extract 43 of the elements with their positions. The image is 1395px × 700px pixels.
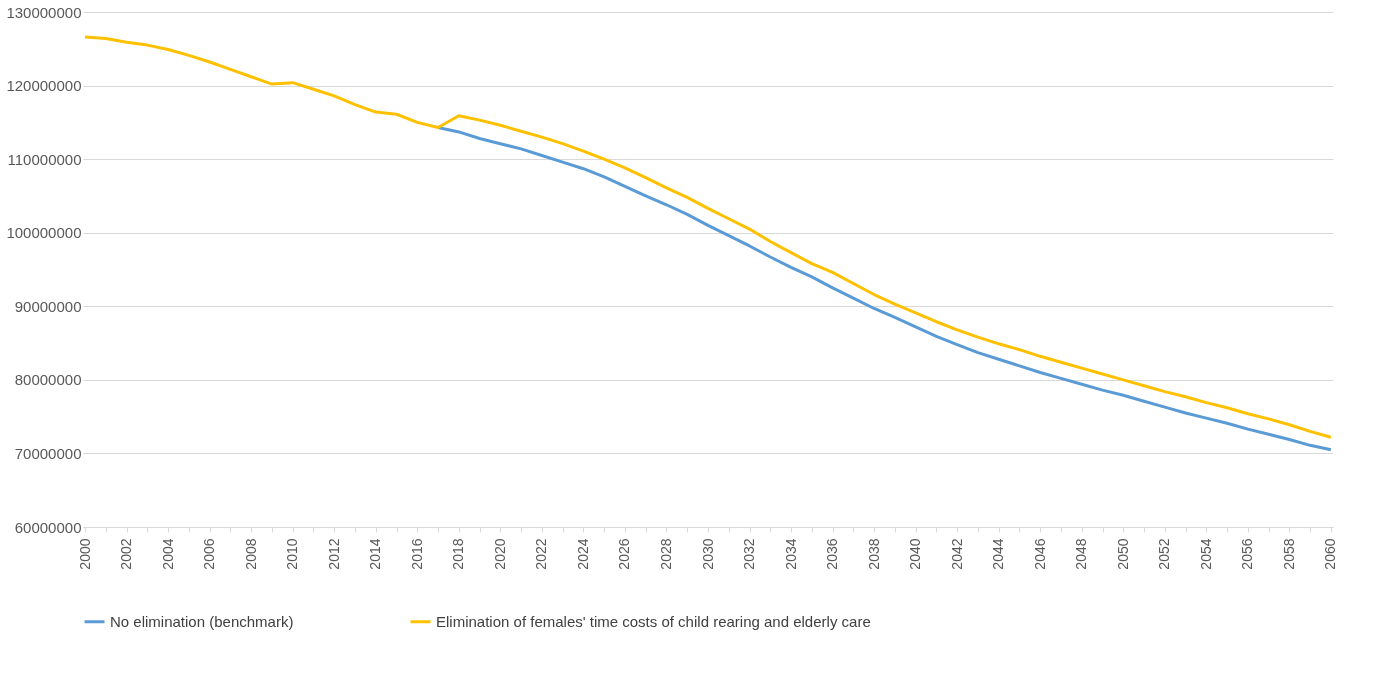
x-tick-label: 2036 [824, 538, 841, 570]
x-tick-label: 2026 [616, 538, 633, 570]
x-tick-label: 2056 [1239, 538, 1256, 570]
x-tick-label: 2048 [1073, 538, 1090, 570]
line-series [436, 126, 1333, 452]
x-tick-label: 2018 [450, 538, 467, 570]
y-tick-label: 60000000 [14, 518, 82, 536]
legend-label: Elimination of females' time costs of child rearing and elderly care [436, 612, 871, 630]
x-tick-label: 2032 [741, 538, 758, 570]
y-tick-label: 130000000 [6, 3, 82, 21]
x-tick-label: 2058 [1280, 538, 1297, 570]
x-tick-label: 2050 [1114, 538, 1131, 570]
x-tick-label: 2012 [325, 538, 342, 570]
y-tick-label: 100000000 [6, 224, 82, 242]
x-tick-label: 2052 [1156, 538, 1173, 570]
line-series [83, 35, 1333, 439]
x-tick-label: 2046 [1031, 538, 1048, 570]
x-tick-label: 2002 [118, 538, 135, 570]
y-tick-label: 120000000 [6, 77, 82, 95]
y-tick-label: 80000000 [14, 371, 82, 389]
x-tick-label: 2024 [574, 538, 591, 570]
x-tick-label: 2010 [284, 538, 301, 570]
x-tick-label: 2044 [990, 538, 1007, 570]
x-tick-label: 2006 [201, 538, 218, 570]
y-tick-label: 70000000 [14, 444, 82, 462]
x-tick-label: 2054 [1197, 538, 1214, 570]
x-tick-label: 2028 [657, 538, 674, 570]
x-tick-label: 2060 [1322, 538, 1339, 570]
y-tick-label: 90000000 [14, 297, 82, 315]
x-tick-label: 2000 [76, 538, 93, 570]
x-tick-label: 2034 [782, 538, 799, 570]
x-tick-label: 2022 [533, 538, 550, 570]
x-tick-label: 2004 [159, 538, 176, 570]
x-tick-label: 2016 [408, 538, 425, 570]
x-tick-label: 2040 [907, 538, 924, 570]
x-tick-label: 2030 [699, 538, 716, 570]
x-tick-label: 2038 [865, 538, 882, 570]
x-tick-label: 2042 [948, 538, 965, 570]
y-tick-label: 110000000 [7, 150, 82, 168]
x-tick-label: 2008 [242, 538, 259, 570]
x-tick-label: 2014 [367, 538, 384, 570]
legend-label: No elimination (benchmark) [110, 612, 294, 630]
x-tick-label: 2020 [491, 538, 508, 570]
